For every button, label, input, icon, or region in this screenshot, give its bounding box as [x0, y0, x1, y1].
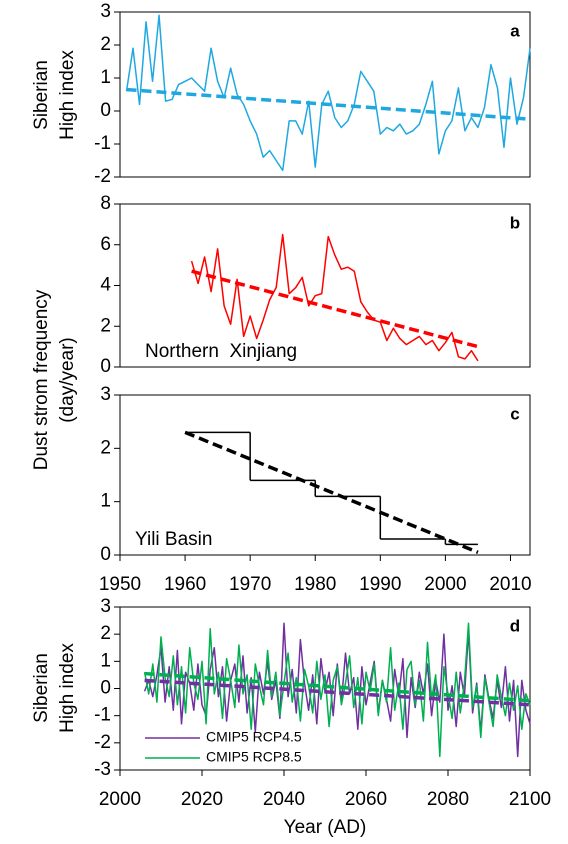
trend-line: [191, 269, 479, 349]
y-tick-label: -1: [94, 133, 111, 154]
y-axis-label: Siberian: [31, 653, 52, 723]
y-tick-label: 2: [100, 437, 111, 458]
y-tick-label: 2: [100, 315, 111, 336]
y-axis-label: Siberian: [31, 60, 52, 130]
x-tick-label: 2000: [99, 789, 141, 810]
panel-label: b: [510, 213, 520, 232]
y-tick-label: 3: [100, 384, 111, 405]
y-tick-label: 0: [100, 356, 111, 377]
x-tick-label: 2060: [345, 789, 387, 810]
y-tick-label: 6: [100, 234, 111, 255]
y-tick-label: 2: [100, 34, 111, 55]
y-tick-label: -2: [94, 166, 111, 187]
plot-frame: [119, 11, 531, 178]
panel-label: c: [510, 404, 519, 423]
y-axis-label: (day/year): [57, 337, 78, 423]
y-tick-label: 3: [100, 596, 111, 617]
y-tick-label: 1: [100, 67, 111, 88]
trend-line: [184, 430, 479, 554]
trend-line: [144, 671, 531, 703]
y-tick-label: 0: [100, 544, 111, 565]
x-tick-label: 1960: [164, 574, 206, 595]
y-axis-label: High index: [57, 643, 78, 733]
y-tick-label: -1: [94, 705, 111, 726]
y-tick-label: 1: [100, 650, 111, 671]
y-tick-label: 3: [100, 1, 111, 22]
x-tick-label: 2010: [489, 574, 531, 595]
x-tick-label: 2020: [181, 789, 223, 810]
y-tick-label: 8: [100, 193, 111, 214]
x-tick-label: 2000: [424, 574, 466, 595]
plot-frame: [119, 394, 531, 556]
x-tick-label: 1980: [294, 574, 336, 595]
x-tick-label: 2080: [427, 789, 469, 810]
trend-line: [144, 678, 531, 707]
y-axis-label: Dust strom frequency: [31, 289, 52, 470]
x-tick-label: 2100: [509, 789, 551, 810]
x-tick-label: 1990: [359, 574, 401, 595]
panel-label: a: [510, 21, 520, 40]
x-tick-label: 1950: [99, 574, 141, 595]
y-tick-label: -3: [94, 759, 111, 780]
legend-label: CMIP5 RCP4.5: [206, 729, 302, 745]
y-tick-label: 0: [100, 100, 111, 121]
y-tick-label: 2: [100, 623, 111, 644]
annotation: Yili Basin: [135, 529, 212, 550]
legend-label: CMIP5 RCP8.5: [206, 749, 302, 765]
trend-line: [126, 87, 531, 121]
data-line: [125, 14, 531, 172]
panel-label: d: [510, 616, 520, 635]
y-tick-label: 0: [100, 678, 111, 699]
annotation: Northern Xinjiang: [145, 341, 297, 362]
y-tick-label: 4: [100, 275, 111, 296]
x-tick-label: 1970: [229, 574, 271, 595]
x-axis-label: Year (AD): [284, 817, 367, 838]
data-line: [143, 622, 531, 758]
y-tick-label: -2: [94, 732, 111, 753]
y-tick-label: 1: [100, 491, 111, 512]
y-axis-label: High index: [57, 50, 78, 140]
x-tick-label: 2040: [263, 789, 305, 810]
data-line: [190, 233, 479, 362]
